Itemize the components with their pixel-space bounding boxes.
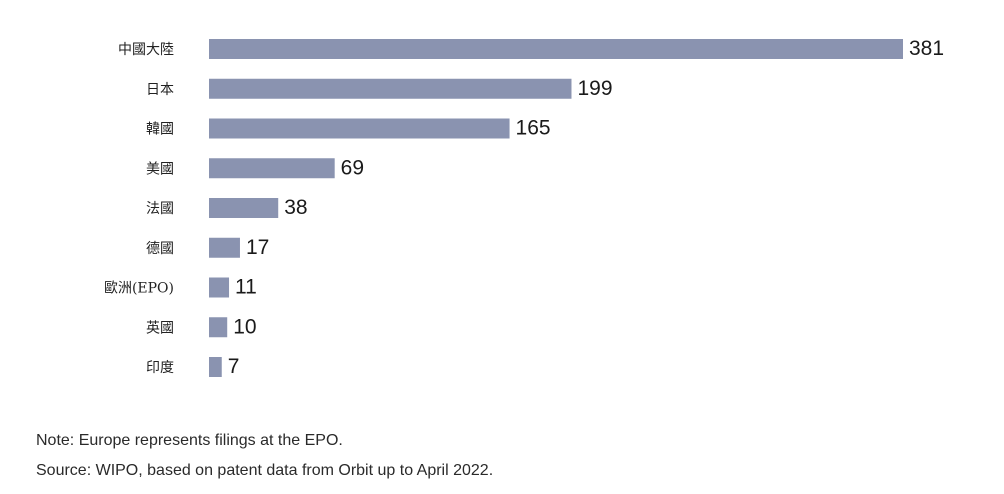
data-label: 69 (341, 156, 364, 179)
bar (209, 198, 278, 218)
bar (209, 158, 335, 178)
note-text: Note: Europe represents filings at the E… (36, 426, 493, 456)
data-label: 11 (235, 276, 257, 299)
bar (209, 278, 229, 298)
bar-chart: 中國大陸 381 日本 199 韓國 165 美國 69 法國 38 德國 17 歐洲(EPO) 11 英國… (0, 0, 1004, 420)
source-text: Source: WIPO, based on patent data from … (36, 456, 493, 486)
category-label: 法國 (146, 201, 174, 217)
category-label: 美國 (146, 161, 174, 177)
bar (209, 317, 227, 337)
data-label: 165 (516, 117, 551, 140)
data-label: 381 (909, 37, 944, 60)
bar (209, 357, 222, 377)
category-label: 歐洲(EPO) (104, 281, 174, 297)
category-label: 英國 (146, 319, 174, 336)
chart-notes: Note: Europe represents filings at the E… (36, 426, 493, 486)
data-label: 10 (233, 315, 256, 338)
data-label: 38 (284, 196, 307, 219)
data-label: 17 (246, 236, 269, 259)
bar (209, 119, 510, 139)
data-label: 7 (228, 355, 240, 378)
category-label: 德國 (146, 241, 174, 257)
category-label: 印度 (146, 360, 174, 376)
bar (209, 39, 903, 59)
bar (209, 79, 571, 99)
bar (209, 238, 240, 258)
category-label: 中國大陸 (118, 42, 174, 58)
category-label: 韓國 (146, 122, 174, 138)
category-label: 日本 (146, 82, 174, 98)
data-label: 199 (577, 77, 612, 100)
